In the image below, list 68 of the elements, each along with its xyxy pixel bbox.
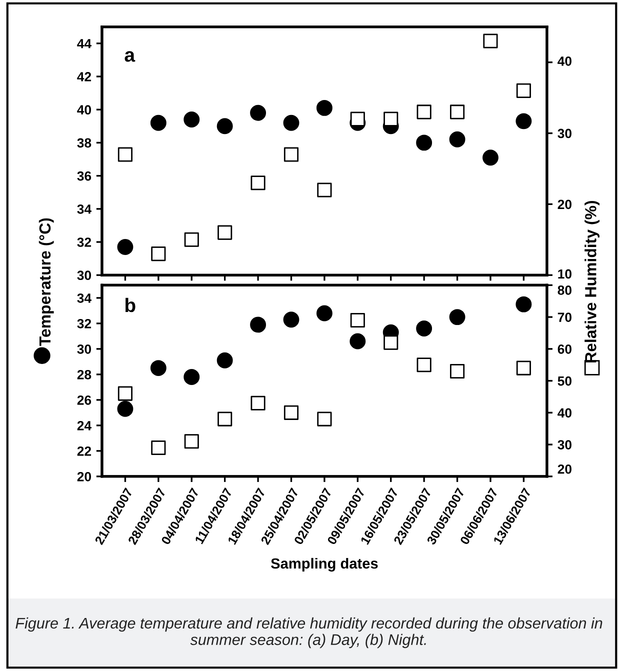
point (250, 104, 266, 121)
annotation: a (124, 51, 136, 62)
y-tick-label: 24 (77, 420, 92, 430)
y2-tick-label: 30 (558, 128, 572, 138)
y2-tick-label: 20 (558, 200, 572, 210)
y2-tick-label: 80 (558, 286, 572, 295)
point (516, 113, 532, 130)
point (150, 114, 166, 131)
y-tick-label: 30 (77, 344, 92, 354)
y-axis-title: Temperature (°C) (38, 218, 54, 346)
point (416, 320, 432, 336)
point (316, 305, 332, 322)
y-tick-label: 36 (77, 171, 92, 181)
point (184, 368, 200, 385)
y-tick-label: 22 (77, 446, 92, 456)
point (250, 176, 266, 190)
point (316, 100, 332, 116)
point (150, 360, 166, 376)
point (449, 131, 466, 148)
point (184, 232, 199, 247)
point (216, 118, 233, 134)
point (384, 112, 398, 126)
y-tick-label: 26 (77, 395, 92, 405)
point (218, 225, 232, 240)
y-tick-label: 32 (77, 318, 92, 328)
point (151, 246, 166, 262)
y-tick-label: 40 (77, 105, 92, 115)
y2-tick-label: 40 (558, 408, 572, 418)
y-tick-label: 20 (77, 472, 92, 482)
y-tick-label: 34 (77, 204, 92, 214)
point (117, 238, 134, 255)
y2-tick-label: 10 (558, 269, 572, 279)
point (350, 112, 365, 126)
y-tick-label: 32 (77, 238, 92, 247)
y2-tick-label: 60 (558, 344, 572, 354)
y-tick-label: 44 (77, 39, 92, 48)
point (450, 104, 465, 120)
point (184, 112, 200, 128)
y2-axis-title: Relative Humidity (%) (584, 200, 600, 362)
point (350, 333, 366, 350)
point (117, 400, 134, 417)
y2-tick-label: 30 (558, 440, 572, 450)
point (449, 309, 466, 326)
point (416, 104, 432, 120)
y2-tick-label: 50 (558, 376, 572, 386)
point (317, 182, 332, 198)
point (216, 352, 233, 368)
point (483, 34, 498, 48)
point (283, 114, 300, 131)
point (283, 312, 300, 328)
y-tick-label: 28 (77, 370, 92, 380)
y-tick-label: 38 (77, 138, 92, 148)
point (250, 316, 266, 333)
y-tick-label: 34 (77, 293, 92, 303)
y2-tick-label: 20 (558, 464, 572, 474)
point (482, 150, 498, 166)
x-axis-title: Sampling dates (270, 558, 378, 572)
caption: Figure 1. Average temperature and relative humidity recorded during the observation in summer season: (a) Day, (b) Night. (16, 617, 602, 648)
point (118, 147, 132, 162)
y2-tick-label: 70 (558, 312, 572, 322)
y2-tick-label: 40 (558, 56, 572, 66)
point (416, 134, 432, 151)
point (284, 147, 299, 162)
y-tick-label: 30 (77, 270, 92, 280)
annotation: b (126, 298, 136, 312)
point (516, 83, 531, 98)
point (516, 296, 532, 312)
y-tick-label: 42 (77, 72, 92, 82)
